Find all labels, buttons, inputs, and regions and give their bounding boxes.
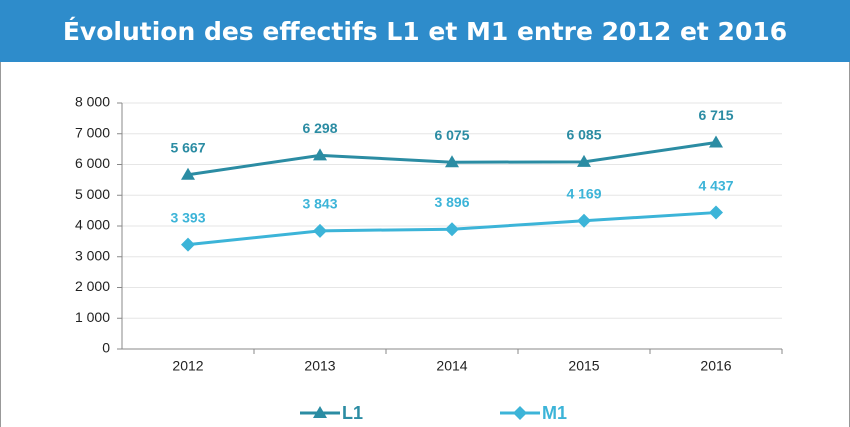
marker (181, 167, 195, 180)
data-label: 6 298 (302, 120, 337, 136)
data-label: 4 437 (698, 177, 733, 193)
legend-label: L1 (342, 403, 363, 423)
y-tick-label: 5 000 (75, 186, 110, 202)
x-tick-label: 2015 (568, 358, 599, 374)
data-label: 3 393 (170, 209, 205, 225)
x-tick-label: 2012 (172, 358, 203, 374)
marker (445, 155, 459, 168)
marker (445, 222, 459, 237)
data-label: 5 667 (170, 139, 205, 155)
y-tick-label: 4 000 (75, 217, 110, 233)
data-label: 3 896 (434, 194, 469, 210)
legend-marker (513, 406, 527, 420)
data-label: 6 075 (434, 127, 469, 143)
legend-label: M1 (542, 403, 567, 423)
data-label: 6 085 (566, 127, 601, 143)
y-tick-label: 8 000 (75, 94, 110, 110)
data-label: 4 169 (566, 186, 601, 202)
x-tick-label: 2013 (304, 358, 335, 374)
y-tick-label: 1 000 (75, 309, 110, 325)
marker (577, 154, 591, 167)
marker (709, 135, 723, 148)
marker (313, 223, 327, 238)
data-label: 3 843 (302, 196, 337, 212)
title-bar (0, 0, 850, 62)
marker (313, 148, 327, 161)
y-tick-label: 7 000 (75, 124, 110, 140)
legend-marker (313, 406, 327, 418)
x-tick-label: 2016 (700, 358, 731, 374)
data-label: 6 715 (698, 107, 733, 123)
marker (577, 213, 591, 228)
x-tick-label: 2014 (436, 358, 467, 374)
y-tick-label: 6 000 (75, 155, 110, 171)
y-tick-label: 3 000 (75, 247, 110, 263)
y-tick-label: 2 000 (75, 278, 110, 294)
y-tick-label: 0 (102, 340, 110, 356)
marker (709, 205, 723, 220)
marker (181, 237, 195, 252)
chart-title: Évolution des effectifs L1 et M1 entre 2… (63, 17, 787, 46)
